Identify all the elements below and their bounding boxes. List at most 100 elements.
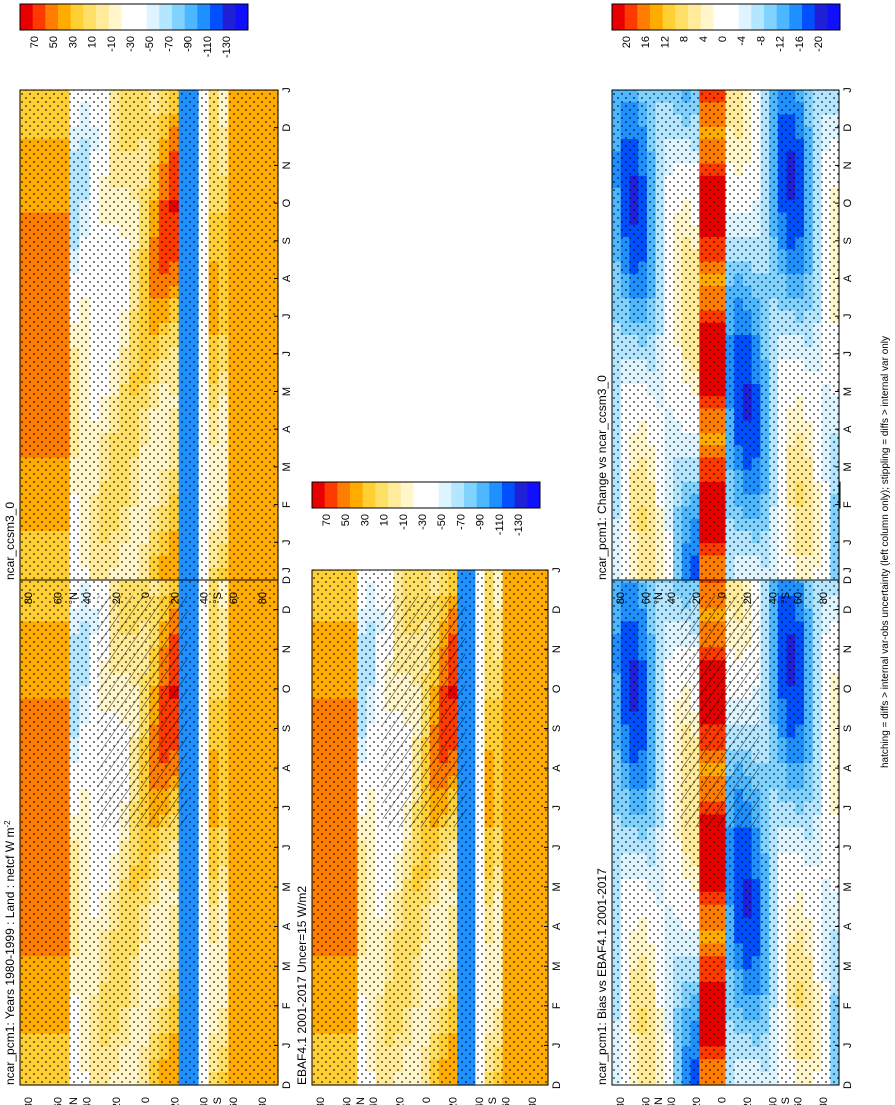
month-tick-label: M xyxy=(281,882,293,891)
colorbar-label: 50 xyxy=(340,514,352,526)
month-tick-label: D xyxy=(842,1081,854,1089)
colorbar-label: 10 xyxy=(87,36,99,48)
lat-tick-label: 20 xyxy=(742,1097,754,1105)
colorbar-swatch xyxy=(324,482,338,508)
colorbar-label: 10 xyxy=(379,514,391,526)
panel-model-clim: 80 60 40 20 0 20 40 60 80°N °SDJFMAMJJASONDJncar_… xyxy=(3,567,294,1105)
colorbar-label: -30 xyxy=(125,36,137,52)
month-tick-label: D xyxy=(551,1081,563,1089)
month-tick-label: J xyxy=(281,87,293,93)
month-tick-label: J xyxy=(842,845,854,851)
colorbar-swatch xyxy=(58,4,72,30)
month-tick-label: A xyxy=(842,922,854,930)
month-tick-label: A xyxy=(281,764,293,772)
colorbar-ref-clim: 70 50 30 10 -10 -30 -50 -70 -90 -110 -130 xyxy=(19,3,249,58)
lat-tick-label: 40 xyxy=(199,1097,211,1105)
colorbar-swatch xyxy=(527,482,541,508)
colorbar-swatch xyxy=(210,4,224,30)
month-tick-label: D xyxy=(281,606,293,614)
month-tick-label: S xyxy=(281,237,293,244)
month-tick-label: N xyxy=(842,645,854,653)
month-tick-label: N xyxy=(281,645,293,653)
colorbar-label: 70 xyxy=(29,36,41,48)
colorbar-swatch xyxy=(464,482,478,508)
lat-tick-label: 20 xyxy=(448,1097,460,1105)
colorbar-swatch xyxy=(172,4,186,30)
lat-tick-label: 40 xyxy=(474,1097,486,1105)
title-superscript: -2 xyxy=(3,820,12,828)
north-label: °N xyxy=(68,1097,80,1105)
month-tick-label: J xyxy=(842,1043,854,1049)
north-label: °N xyxy=(68,592,80,604)
colorbar-swatch xyxy=(83,4,97,30)
colorbar-swatch xyxy=(451,482,465,508)
colorbar-label: -70 xyxy=(163,36,175,52)
lat-tick-label: 80 xyxy=(23,1097,35,1105)
lat-tick-label: 20 xyxy=(111,592,123,604)
plot-frame xyxy=(19,89,279,581)
hatching-overlay xyxy=(382,595,466,828)
lat-tick-label: 0 xyxy=(421,1097,433,1103)
month-tick-label: M xyxy=(281,962,293,971)
lat-tick-label: 40 xyxy=(82,592,94,604)
colorbar-label: -50 xyxy=(436,514,448,530)
colorbar-label: -30 xyxy=(417,514,429,530)
south-label: °S xyxy=(487,1097,499,1105)
colorbar-swatch xyxy=(312,482,326,508)
colorbar-swatch xyxy=(184,4,198,30)
lat-tick-label: 80 xyxy=(818,1097,830,1105)
colorbar-label: -10 xyxy=(106,36,118,52)
colorbar-swatch xyxy=(337,482,351,508)
lat-tick-label: 80 xyxy=(23,592,35,604)
colorbar-swatch xyxy=(146,4,160,30)
month-tick-label: F xyxy=(281,1002,293,1009)
lat-tick-label: 80 xyxy=(257,592,269,604)
colorbar-swatch xyxy=(400,482,414,508)
lat-tick-label: 20 xyxy=(111,1097,123,1105)
colorbar-frame xyxy=(311,481,541,509)
colorbar-swatch xyxy=(32,4,46,30)
month-tick-label: M xyxy=(551,882,563,891)
lat-tick-label: 80 xyxy=(615,1097,627,1105)
panel-title: ncar_pcm1: Years 1980-1999 : Land : netc… xyxy=(3,820,18,1085)
lat-tick-label: 60 xyxy=(52,1097,64,1105)
lat-tick-label: 60 xyxy=(52,592,64,604)
colorbar-swatch xyxy=(134,4,148,30)
colorbar-swatch xyxy=(45,4,59,30)
colorbar-swatch xyxy=(350,482,364,508)
lat-tick-label: 80 xyxy=(257,1097,269,1105)
colorbar-swatch xyxy=(514,482,528,508)
month-tick-label: O xyxy=(281,198,293,207)
colorbar-label: -90 xyxy=(183,36,195,52)
month-tick-label: S xyxy=(281,725,293,732)
month-tick-label: M xyxy=(551,962,563,971)
panel-ref-clim: 80 60 40 20 0 20 40 60 80°N °SDJFMAMJJASONDJncar_… xyxy=(3,87,293,604)
lat-tick-label: 40 xyxy=(666,1097,678,1105)
colorbar-label: 30 xyxy=(359,514,371,526)
panel-bias: 80 60 40 20 0 20 40 60 80°N °SDJFMAMJJASONDJncar_… xyxy=(595,567,854,1105)
month-tick-label: N xyxy=(551,645,563,653)
month-tick-label: J xyxy=(551,845,563,851)
colorbar-swatch xyxy=(375,482,389,508)
month-tick-label: J xyxy=(551,805,563,811)
month-tick-label: O xyxy=(551,684,563,693)
colorbar-swatch xyxy=(222,4,236,30)
month-tick-label: A xyxy=(281,274,293,282)
month-tick-label: M xyxy=(842,882,854,891)
month-tick-label: M xyxy=(281,387,293,396)
month-tick-label: J xyxy=(281,313,293,319)
month-tick-label: S xyxy=(842,725,854,732)
colorbar-swatch xyxy=(197,4,211,30)
colorbar-swatch xyxy=(489,482,503,508)
month-tick-label: N xyxy=(281,161,293,169)
lat-tick-label: 0 xyxy=(717,1097,729,1103)
month-tick-label: J xyxy=(281,1043,293,1049)
month-tick-label: A xyxy=(551,764,563,772)
colorbar-swatch xyxy=(96,4,110,30)
lat-tick-label: 80 xyxy=(527,1097,539,1105)
month-tick-label: A xyxy=(281,922,293,930)
colorbar-label: -110 xyxy=(494,514,506,535)
hatching-overlay xyxy=(97,595,188,828)
colorbar-swatch xyxy=(108,4,122,30)
